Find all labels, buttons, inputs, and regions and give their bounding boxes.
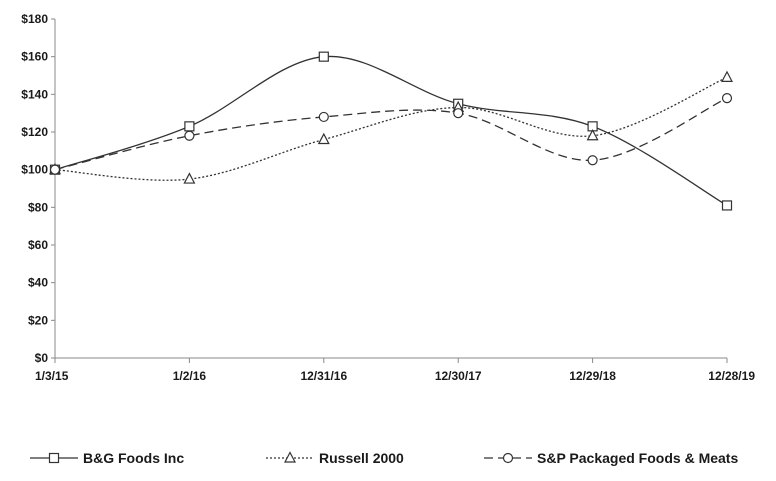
series-2: [49, 92, 733, 175]
legend-label: S&P Packaged Foods & Meats: [537, 450, 738, 466]
legend-marker: [284, 451, 296, 463]
data-point-marker: [183, 172, 196, 184]
data-point-marker: [317, 132, 330, 145]
x-tick-label: 1/3/15: [35, 369, 69, 383]
legend-label: B&G Foods Inc: [83, 450, 184, 466]
series-0: [49, 51, 733, 211]
series-line: [54, 55, 728, 207]
x-tick-label: 12/30/17: [435, 369, 482, 383]
data-point-marker: [587, 155, 598, 166]
legend-label: Russell 2000: [319, 450, 404, 466]
y-tick-label: $0: [35, 351, 49, 365]
legend-marker: [48, 452, 60, 464]
data-point-marker: [586, 128, 599, 141]
data-point-marker: [721, 70, 733, 82]
x-tick-label: 12/31/16: [300, 369, 347, 383]
x-tick-label: 12/28/19: [708, 369, 755, 383]
data-point-marker: [721, 92, 733, 104]
legend-marker: [502, 452, 514, 464]
y-tick-label: $120: [21, 125, 48, 139]
legend-item-1: Russell 2000: [266, 450, 404, 466]
data-point-marker: [721, 200, 733, 211]
y-tick-label: $20: [28, 313, 48, 327]
series-layer: [49, 51, 733, 211]
y-tick-label: $60: [28, 238, 48, 252]
y-tick-label: $160: [21, 50, 48, 64]
data-point-marker: [318, 51, 329, 62]
legend: B&G Foods Inc Russell 2000 S&P Packaged Fo…: [30, 450, 738, 466]
y-tick-label: $40: [28, 276, 48, 290]
axes: $0 $20 $40 $60 $80 $100 $120 $140 $160 $180 1/3/15…: [21, 12, 755, 383]
legend-item-2: S&P Packaged Foods & Meats: [484, 450, 738, 466]
data-point-marker: [184, 130, 195, 141]
y-tick-label: $100: [21, 163, 48, 177]
data-point-marker: [453, 108, 464, 119]
y-tick-label: $180: [21, 12, 48, 26]
data-point-marker: [318, 111, 329, 123]
y-tick-label: $140: [21, 87, 48, 101]
x-tick-label: 12/29/18: [569, 369, 616, 383]
series-line: [54, 76, 728, 181]
series-1: [49, 70, 733, 184]
data-point-marker: [184, 121, 195, 132]
x-tick-label: 1/2/16: [173, 369, 207, 383]
y-tick-label: $80: [28, 200, 48, 214]
legend-item-0: B&G Foods Inc: [30, 450, 184, 466]
data-point-marker: [49, 164, 61, 175]
series-line: [54, 97, 728, 171]
